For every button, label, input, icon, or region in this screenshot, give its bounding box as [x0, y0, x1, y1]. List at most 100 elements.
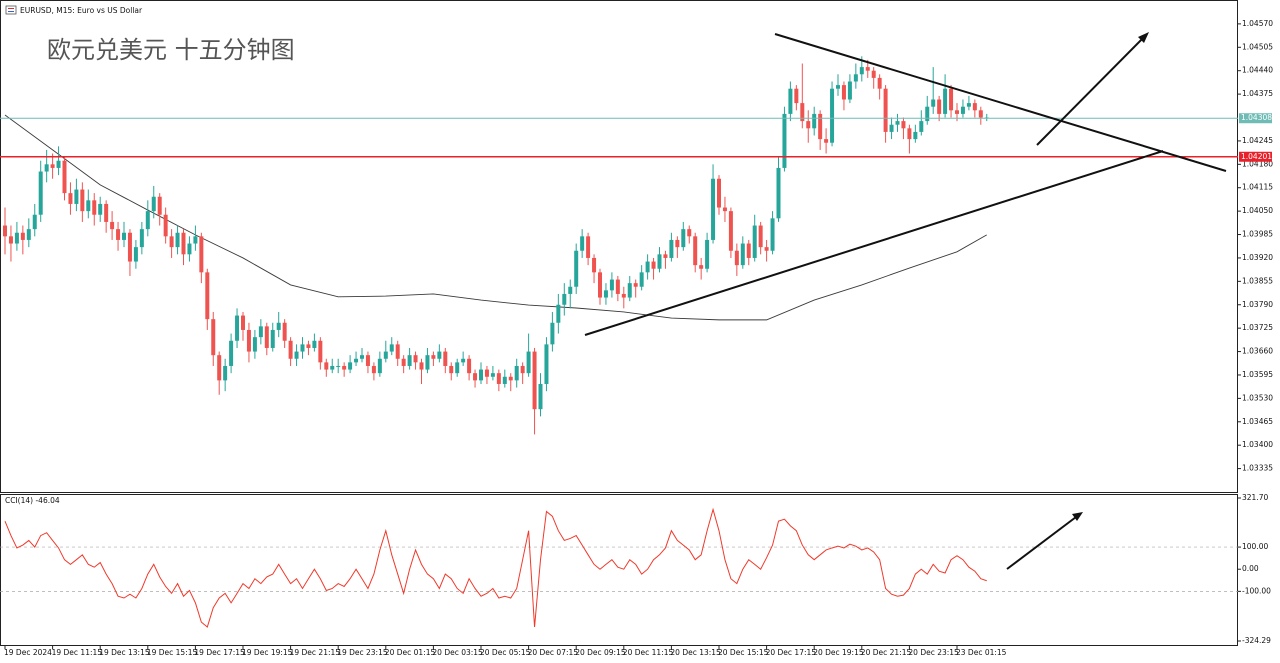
candle-body	[841, 85, 846, 100]
candle-body	[157, 196, 162, 215]
candle-body	[895, 121, 900, 125]
y-tick-label: 1.03920	[1242, 253, 1273, 262]
x-tick-label: 23 Dec 01:15	[956, 648, 1007, 657]
candle-body	[86, 200, 91, 212]
candle-body	[865, 67, 870, 71]
cci-arrow-line	[1006, 513, 1081, 570]
price-level-label: 1.04201	[1241, 152, 1272, 161]
candle-body	[110, 221, 115, 230]
candle-body	[449, 365, 454, 374]
x-tick-label: 20 Dec 09:15	[575, 648, 626, 657]
x-tick-label: 19 Dec 17:15	[194, 648, 245, 657]
candle-body	[615, 279, 620, 294]
y-tick-label: 100.00	[1242, 542, 1268, 551]
candle-body	[401, 358, 406, 366]
y-tick-label: 1.04115	[1242, 183, 1273, 192]
candle-body	[883, 88, 888, 132]
candle-body	[782, 113, 787, 168]
candle-body	[44, 164, 49, 172]
candle-body	[853, 74, 858, 82]
candle-body	[181, 232, 186, 255]
candle-body	[389, 344, 394, 352]
candle-body	[919, 121, 924, 132]
candle-body	[217, 355, 222, 381]
candle-body	[235, 315, 240, 341]
y-tick-label: 1.03595	[1242, 370, 1273, 379]
candle-body	[211, 319, 216, 356]
y-tick-label: 1.03465	[1242, 417, 1273, 426]
cci-panel-border	[0, 494, 1238, 646]
x-tick-label: 19 Dec 23:15	[337, 648, 388, 657]
candle-body	[675, 239, 680, 248]
icon-box	[5, 5, 17, 15]
candle-body	[264, 326, 269, 348]
candle-body	[681, 229, 686, 248]
candle-body	[568, 286, 573, 294]
candle-body	[300, 344, 305, 352]
candle-body	[699, 265, 704, 269]
candle-body	[800, 103, 805, 122]
candle-body	[556, 304, 561, 323]
candle-body	[871, 70, 876, 78]
arrow-head	[1138, 32, 1149, 43]
candle-body	[717, 178, 721, 208]
frame	[0, 0, 1238, 646]
candle-body	[407, 355, 412, 366]
candle-body	[639, 272, 644, 287]
candle-body	[592, 257, 597, 273]
candle-body	[645, 261, 650, 273]
candle-body	[473, 373, 478, 381]
x-tick-label: 19 Dec 11:15	[52, 648, 103, 657]
y-tick-label: 1.03985	[1242, 230, 1273, 239]
candle-body	[966, 103, 971, 107]
candle-body	[663, 254, 668, 258]
candle-body	[74, 189, 79, 204]
candle-body	[365, 355, 370, 366]
candle-body	[651, 261, 656, 269]
y-tick-label: 1.03855	[1242, 276, 1273, 285]
candle-body	[764, 247, 769, 251]
y-tick-label: 321.70	[1242, 493, 1268, 502]
price-level-tag	[1239, 151, 1272, 162]
candle-body	[395, 344, 400, 359]
candle-body	[419, 362, 424, 370]
candle-body	[241, 315, 245, 330]
x-tick-label: 20 Dec 01:15	[385, 648, 436, 657]
candle-body	[532, 351, 537, 410]
resistance-trendline	[774, 33, 1227, 172]
y-tick-label: 1.04375	[1242, 89, 1273, 98]
candle-body	[282, 322, 287, 341]
candle-body	[425, 355, 430, 370]
candle-body	[223, 365, 228, 381]
candle-body	[949, 88, 954, 111]
x-tick-label: 20 Dec 03:15	[432, 648, 483, 657]
candle-body	[122, 232, 126, 240]
candle-body	[336, 365, 341, 367]
candle-body	[508, 376, 513, 381]
plot: 1.04570 1.04505 1.04440 1.04375 1.04245 1.041…	[0, 19, 1273, 657]
candle-body	[169, 236, 174, 248]
candle-body	[526, 351, 531, 374]
candle-body	[324, 362, 329, 370]
candle-body	[199, 236, 204, 273]
candle-body	[258, 326, 263, 338]
candle-body	[193, 236, 198, 244]
arrow-line	[1036, 34, 1147, 146]
candle-body	[80, 189, 85, 212]
candle-body	[360, 355, 364, 359]
candle-body	[127, 232, 132, 262]
y-tick-label: -324.29	[1242, 636, 1271, 645]
candle-body	[133, 247, 138, 262]
candle-body	[413, 355, 418, 363]
x-tick-label: 19 Dec 15:15	[147, 648, 198, 657]
candle-body	[859, 67, 864, 75]
x-tick-label: 19 Dec 19:15	[242, 648, 293, 657]
candle-body	[354, 358, 359, 363]
candle-body	[598, 272, 602, 298]
candle-body	[496, 373, 501, 384]
y-tick-label: -100.00	[1242, 586, 1271, 595]
cci-line	[4, 507, 987, 628]
candle-body	[937, 99, 942, 114]
candle-body	[538, 383, 543, 410]
candle-body	[246, 329, 251, 352]
